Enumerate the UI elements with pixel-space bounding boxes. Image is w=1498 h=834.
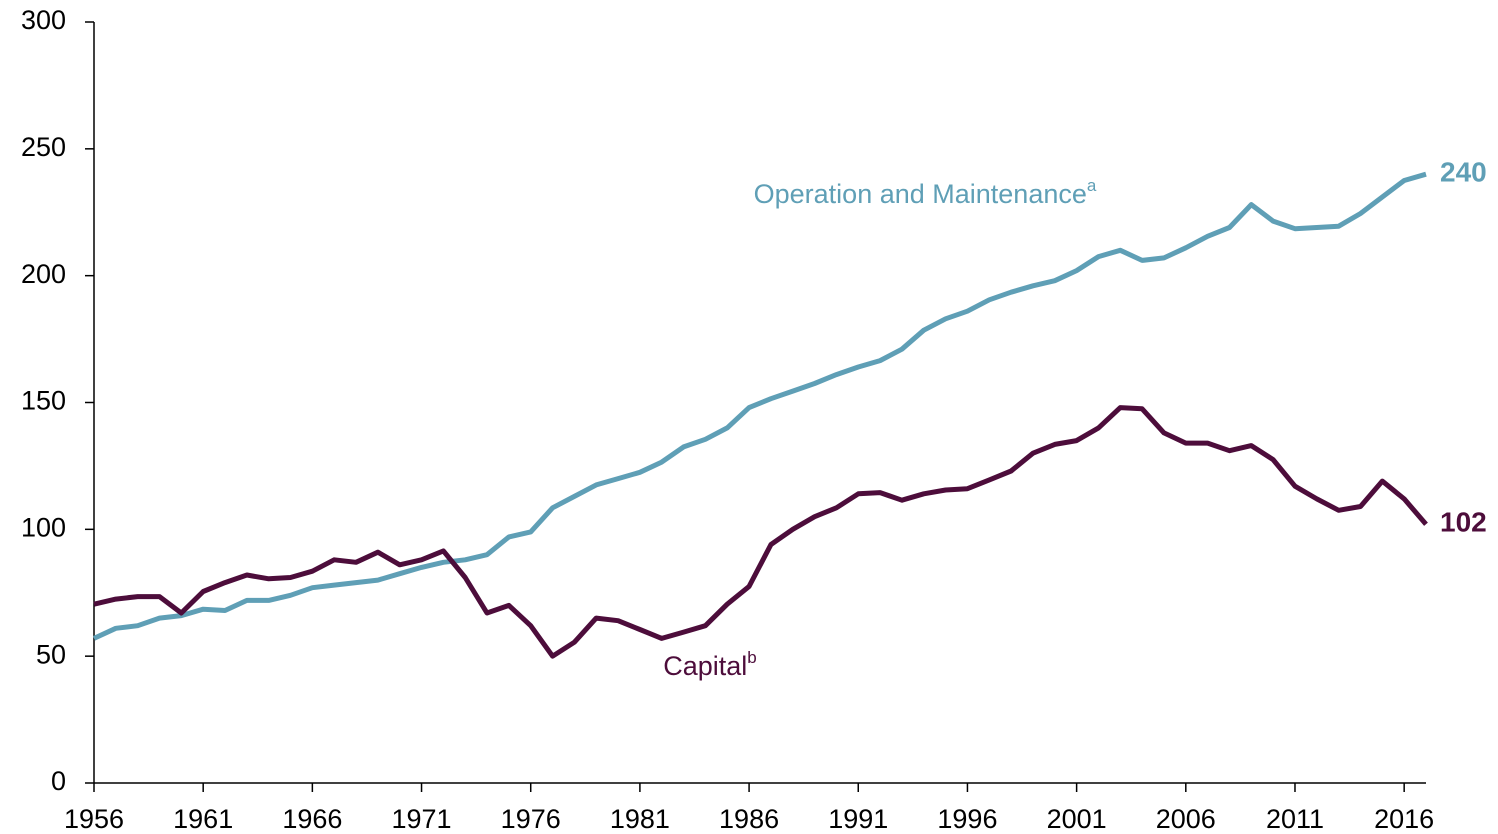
- y-tick-label: 300: [21, 5, 66, 35]
- series-line: [92, 171, 1427, 641]
- series-label: Operation and Maintenancea: [754, 176, 1097, 209]
- series-name: Operation and Maintenance: [754, 179, 1087, 209]
- y-tick-label: 150: [21, 386, 66, 416]
- x-tick-label: 1981: [610, 804, 670, 834]
- x-tick-label: 1971: [392, 804, 452, 834]
- footnote-marker: b: [747, 648, 756, 667]
- y-tick-label: 0: [51, 766, 66, 796]
- x-tick-label: 1961: [173, 804, 233, 834]
- end-value-label: 102: [1440, 507, 1487, 538]
- series-line: [93, 405, 1428, 659]
- x-tick-label: 1986: [719, 804, 779, 834]
- y-tick-label: 50: [36, 639, 66, 669]
- end-value-label: 240: [1440, 157, 1487, 188]
- x-tick-label: 1956: [64, 804, 124, 834]
- x-tick-label: 1996: [937, 804, 997, 834]
- footnote-marker: a: [1087, 176, 1097, 195]
- x-tick-label: 1976: [501, 804, 561, 834]
- x-tick-label: 2011: [1266, 804, 1324, 834]
- y-tick-label: 100: [21, 512, 66, 542]
- series-name: Capital: [663, 651, 747, 681]
- series-label: Capitalb: [663, 648, 757, 681]
- y-tick-label: 250: [21, 132, 66, 162]
- x-tick-label: 2001: [1047, 804, 1107, 834]
- x-tick-label: 1991: [828, 804, 888, 834]
- y-tick-label: 200: [21, 259, 66, 289]
- x-tick-label: 1966: [282, 804, 342, 834]
- x-tick-label: 2016: [1374, 804, 1434, 834]
- x-tick-label: 2006: [1156, 804, 1216, 834]
